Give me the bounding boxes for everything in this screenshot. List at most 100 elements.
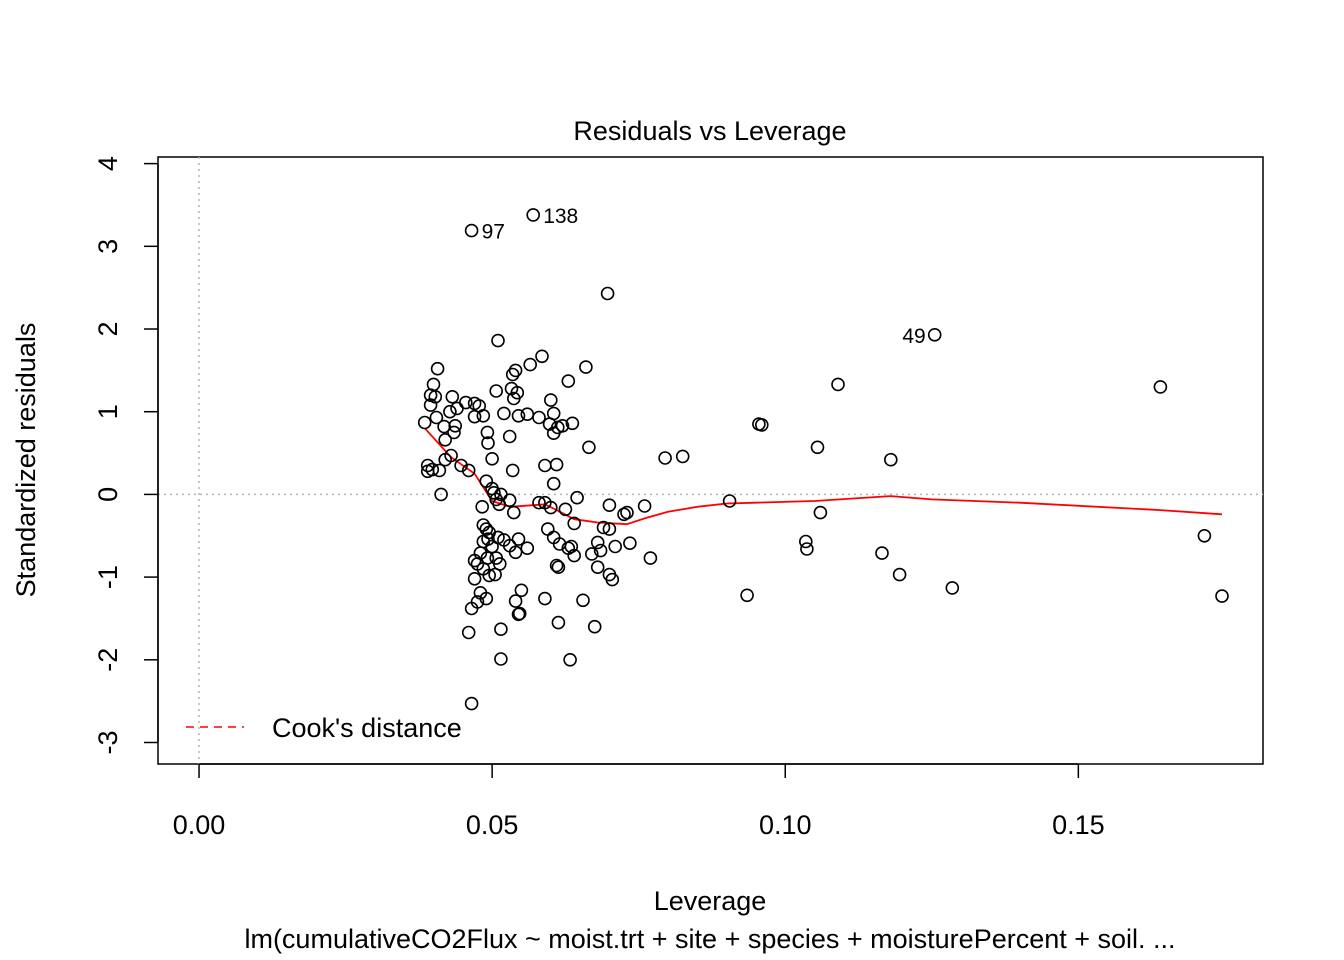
point-label: 49 bbox=[902, 325, 925, 348]
x-tick-label: 0.15 bbox=[1052, 810, 1105, 840]
data-point bbox=[546, 476, 561, 491]
data-point bbox=[945, 581, 960, 595]
data-point bbox=[461, 463, 476, 478]
data-point bbox=[511, 607, 526, 622]
data-point bbox=[584, 547, 599, 561]
data-point bbox=[526, 208, 541, 222]
data-point bbox=[428, 389, 443, 404]
data-point bbox=[540, 522, 555, 536]
data-point bbox=[538, 591, 552, 606]
data-point bbox=[502, 493, 517, 508]
data-point bbox=[417, 415, 432, 430]
data-point bbox=[444, 448, 458, 463]
data-point bbox=[479, 591, 494, 606]
data-point bbox=[464, 601, 479, 616]
data-point bbox=[429, 410, 444, 425]
data-point bbox=[458, 395, 473, 410]
data-point bbox=[590, 560, 605, 575]
y-tick-label: 4 bbox=[93, 156, 123, 171]
data-point bbox=[637, 499, 652, 513]
data-point bbox=[464, 223, 479, 238]
y-axis-label: Standardized residuals bbox=[11, 323, 41, 598]
data-point bbox=[596, 520, 611, 535]
data-point bbox=[620, 505, 634, 520]
data-point bbox=[582, 440, 596, 455]
data-point bbox=[570, 490, 584, 505]
data-point bbox=[602, 522, 617, 536]
data-point bbox=[590, 535, 605, 550]
data-point bbox=[567, 516, 582, 531]
data-point bbox=[576, 593, 590, 608]
data-point bbox=[506, 505, 521, 520]
data-point bbox=[543, 500, 558, 515]
data-point bbox=[535, 349, 549, 364]
data-point bbox=[675, 449, 690, 464]
data-point bbox=[551, 615, 566, 630]
y-tick-label: 3 bbox=[93, 239, 123, 254]
data-point bbox=[488, 567, 502, 582]
data-point bbox=[464, 696, 479, 711]
data-point bbox=[587, 619, 602, 634]
data-point bbox=[555, 418, 570, 433]
y-tick-label: -2 bbox=[93, 648, 123, 672]
data-point bbox=[497, 406, 511, 421]
data-point bbox=[800, 542, 814, 556]
data-point bbox=[551, 560, 566, 575]
data-point bbox=[450, 401, 464, 416]
data-point bbox=[454, 458, 468, 473]
data-point bbox=[558, 502, 573, 517]
smoother-polyline bbox=[424, 427, 1223, 526]
data-point bbox=[602, 498, 617, 513]
data-point bbox=[511, 408, 526, 423]
data-point bbox=[658, 451, 672, 465]
data-point bbox=[447, 425, 461, 440]
x-axis: 0.00 0.05 0.10 0.15 bbox=[173, 763, 1105, 840]
data-point bbox=[475, 499, 490, 514]
data-point bbox=[600, 286, 615, 301]
y-axis: -3 -2 -1 0 1 2 3 4 bbox=[93, 156, 159, 755]
chart-title: Residuals vs Leverage bbox=[573, 116, 846, 146]
data-point bbox=[479, 522, 494, 536]
data-point bbox=[508, 545, 523, 560]
data-point bbox=[532, 410, 546, 425]
data-point bbox=[927, 327, 942, 342]
data-point bbox=[813, 505, 828, 520]
y-tick-label: -3 bbox=[93, 730, 123, 754]
data-point bbox=[722, 494, 737, 508]
data-point bbox=[480, 425, 495, 440]
data-point bbox=[1153, 380, 1168, 394]
data-point bbox=[511, 532, 526, 546]
data-point bbox=[563, 652, 577, 667]
y-tick-label: -1 bbox=[93, 565, 123, 589]
x-tick-label: 0.05 bbox=[466, 810, 519, 840]
data-point bbox=[514, 583, 529, 598]
data-point bbox=[432, 463, 447, 478]
data-point bbox=[605, 572, 620, 587]
data-point bbox=[740, 588, 754, 603]
data-point bbox=[508, 363, 523, 378]
data-point bbox=[810, 440, 825, 455]
data-point bbox=[505, 367, 520, 382]
data-point bbox=[567, 548, 582, 563]
data-point bbox=[430, 361, 445, 376]
plot-frame bbox=[157, 156, 1264, 765]
data-point bbox=[520, 407, 535, 422]
data-point bbox=[481, 532, 495, 546]
data-point bbox=[489, 384, 504, 398]
data-point bbox=[1215, 589, 1229, 603]
data-point bbox=[564, 539, 579, 554]
legend-label: Cook's distance bbox=[272, 713, 462, 743]
smoother-line bbox=[424, 427, 1223, 526]
data-point bbox=[502, 429, 517, 444]
data-points bbox=[417, 208, 1229, 711]
data-point bbox=[798, 534, 813, 549]
point-labels: 97 138 49 bbox=[482, 205, 926, 348]
data-point bbox=[549, 558, 564, 573]
data-point bbox=[883, 452, 898, 467]
data-point bbox=[434, 487, 448, 502]
data-point bbox=[494, 652, 508, 666]
data-point bbox=[505, 463, 520, 478]
data-point bbox=[494, 622, 508, 637]
data-point bbox=[443, 404, 457, 419]
data-point bbox=[892, 567, 907, 582]
